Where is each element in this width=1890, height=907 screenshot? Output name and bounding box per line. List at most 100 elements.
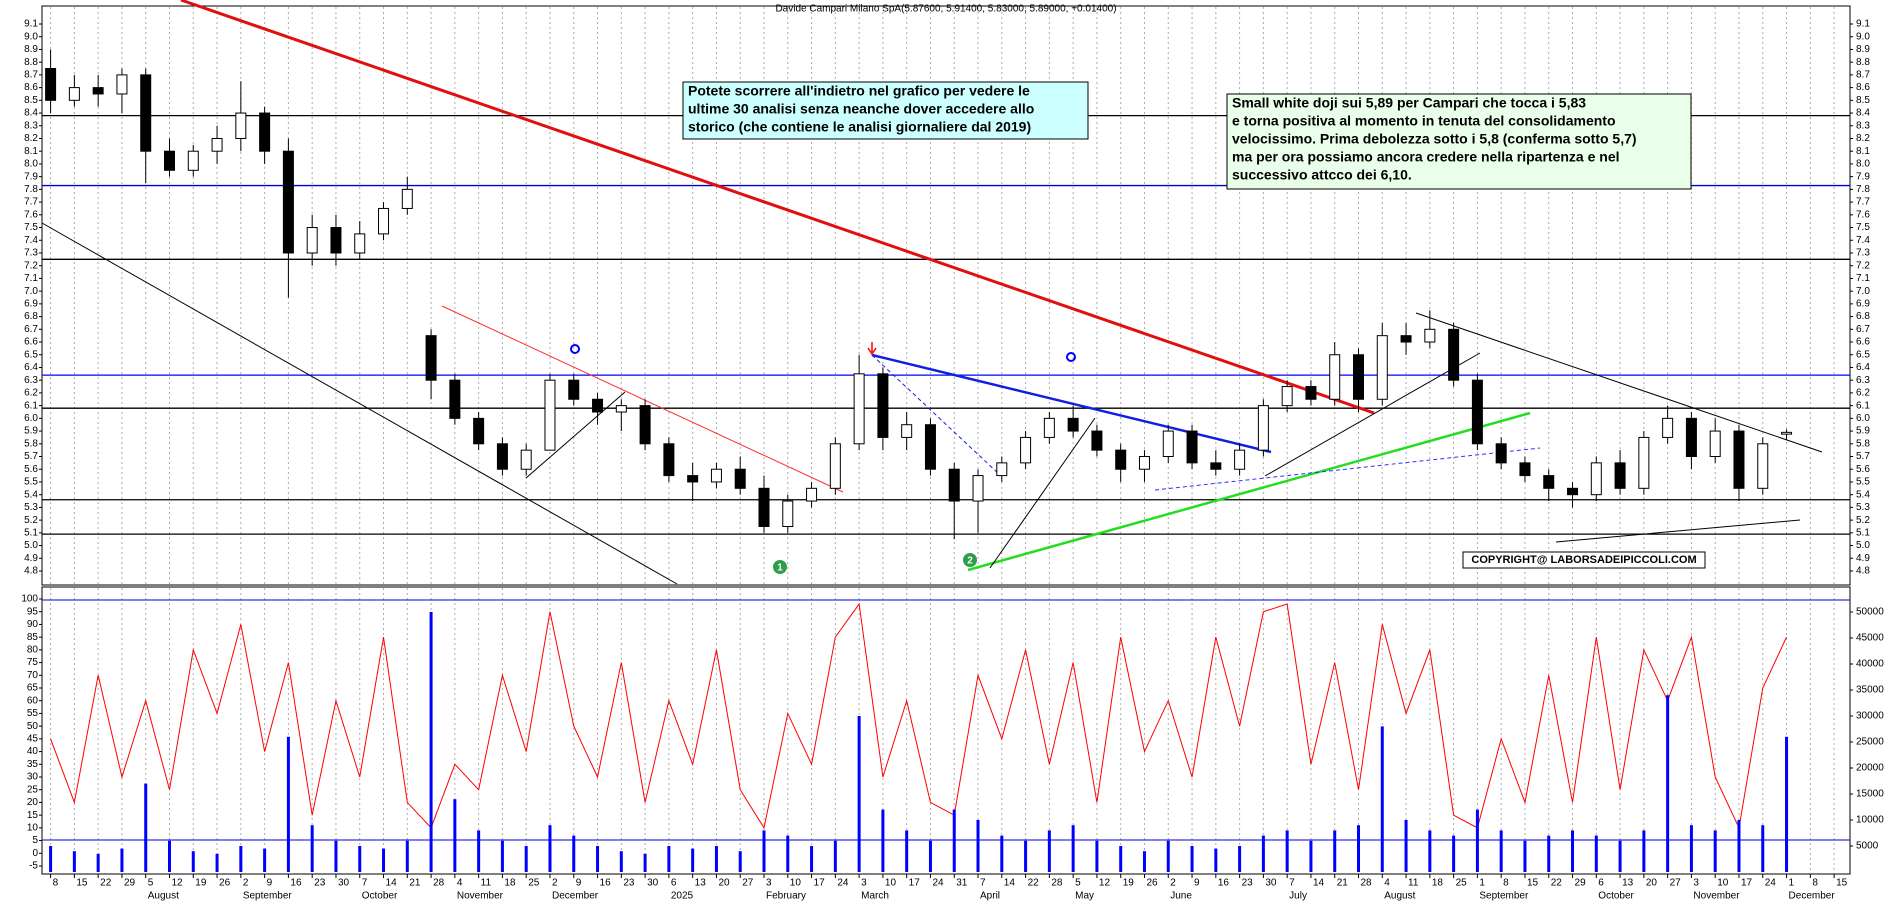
candle-body	[1448, 328, 1460, 381]
candle-body	[164, 150, 175, 171]
y-tick-label: 5.5	[1856, 477, 1870, 488]
candle-body	[1091, 430, 1103, 451]
y-tick-label: 8.9	[24, 44, 38, 55]
y-tick-label: 5.5	[24, 477, 38, 488]
y-tick-label: 8.8	[1856, 57, 1870, 68]
y2-tick-label: 5000	[1856, 841, 1879, 852]
volume-bar	[643, 853, 647, 872]
note-line: successivo attcco dei 6,10.	[1232, 167, 1412, 183]
month-label: December	[552, 891, 599, 902]
x-tick-label: 29	[1575, 878, 1587, 889]
month-label: 2025	[671, 891, 694, 902]
y-tick-label: 40	[27, 746, 39, 757]
y-tick-label: 70	[27, 670, 39, 681]
volume-bar	[405, 840, 409, 872]
y-tick-label: 6.8	[24, 311, 38, 322]
candle-body	[1210, 462, 1222, 470]
volume-bar	[1475, 809, 1479, 872]
x-tick-label: 26	[219, 878, 231, 889]
volume-bar	[1737, 820, 1741, 872]
y-tick-label: 50	[27, 721, 39, 732]
volume-bar	[286, 736, 290, 872]
volume-bar	[810, 846, 814, 872]
trend-line	[989, 417, 1096, 569]
candle-body	[1043, 417, 1055, 438]
y-tick-label: 6.7	[1856, 324, 1870, 335]
candle-body	[1281, 386, 1293, 407]
candle-body	[116, 74, 128, 95]
y-tick-label: 7.5	[24, 222, 38, 233]
volume-bar	[168, 840, 171, 872]
x-tick-label: 19	[195, 878, 207, 889]
y2-tick-label: 35000	[1856, 685, 1884, 696]
x-tick-label: 2	[552, 878, 558, 889]
y-tick-label: 6.8	[1856, 311, 1870, 322]
volume-bar	[500, 840, 504, 872]
y-tick-label: 5.3	[24, 502, 38, 513]
candle-body	[401, 188, 413, 209]
candle-body	[1733, 430, 1745, 489]
x-tick-label: 9	[576, 878, 582, 889]
x-tick-label: 8	[53, 878, 59, 889]
y-tick-label: 5.1	[1856, 527, 1870, 538]
x-tick-label: 27	[742, 878, 754, 889]
y-tick-label: 5.0	[1856, 540, 1870, 551]
volume-bar	[239, 846, 243, 872]
month-label: April	[980, 891, 1000, 902]
y-tick-label: 7.5	[1856, 222, 1870, 233]
candle-body	[615, 405, 627, 413]
candle-body	[1638, 436, 1650, 489]
y-tick-label: 5.6	[24, 464, 38, 475]
y2-tick-label: 40000	[1856, 659, 1884, 670]
y-tick-label: 5.7	[1856, 451, 1870, 462]
y-tick-label: 8.7	[24, 70, 38, 81]
volume-bar	[619, 851, 623, 872]
candle-body	[1186, 430, 1198, 464]
y-tick-label: 7.0	[24, 286, 38, 297]
volume-bar	[976, 820, 980, 872]
x-tick-label: 9	[1194, 878, 1200, 889]
volume-bar	[1214, 848, 1218, 872]
candle-body	[1400, 335, 1412, 343]
x-tick-label: 12	[1099, 878, 1111, 889]
y-tick-label: 4.8	[1856, 566, 1870, 577]
trend-line	[1154, 447, 1541, 491]
volume-bar	[191, 851, 195, 872]
volume-bar	[881, 809, 885, 872]
y-tick-label: 6.4	[1856, 362, 1870, 373]
candle-body	[306, 227, 318, 254]
candle-body	[782, 500, 794, 527]
x-tick-label: 18	[504, 878, 516, 889]
x-tick-label: 18	[1432, 878, 1444, 889]
x-tick-label: 1	[1789, 878, 1795, 889]
trend-line	[441, 305, 844, 493]
volume-bar	[1666, 695, 1670, 872]
y-tick-label: 6.0	[1856, 413, 1870, 424]
candle-body	[1685, 417, 1697, 458]
candle-body	[592, 398, 604, 413]
x-tick-label: 11	[481, 878, 492, 889]
x-tick-label: 1	[1479, 878, 1485, 889]
candle-body	[1709, 430, 1721, 458]
y-tick-label: 8.2	[24, 133, 38, 144]
x-tick-label: 21	[1337, 878, 1349, 889]
y-tick-label: 4.8	[24, 566, 38, 577]
y-tick-label: 5.3	[1856, 502, 1870, 513]
y-tick-label: 8.9	[1856, 44, 1870, 55]
y-tick-label: 8.8	[24, 57, 38, 68]
y-tick-label: 65	[27, 683, 39, 694]
x-tick-label: 14	[1313, 878, 1325, 889]
y-tick-label: 80	[27, 644, 39, 655]
y-tick-label: 8.4	[1856, 108, 1870, 119]
y-tick-label: 4.9	[1856, 553, 1870, 564]
y-tick-label: 5.9	[24, 426, 38, 437]
volume-bar	[263, 848, 267, 872]
y-tick-label: 5.7	[24, 451, 38, 462]
x-tick-label: 26	[1146, 878, 1158, 889]
candle-body	[853, 373, 865, 445]
y-tick-label: 6.7	[24, 324, 38, 335]
y-tick-label: 9.1	[24, 19, 38, 30]
y-tick-label: 5.4	[24, 489, 38, 500]
y-tick-label: 7.4	[1856, 235, 1870, 246]
candle-body	[45, 68, 57, 101]
